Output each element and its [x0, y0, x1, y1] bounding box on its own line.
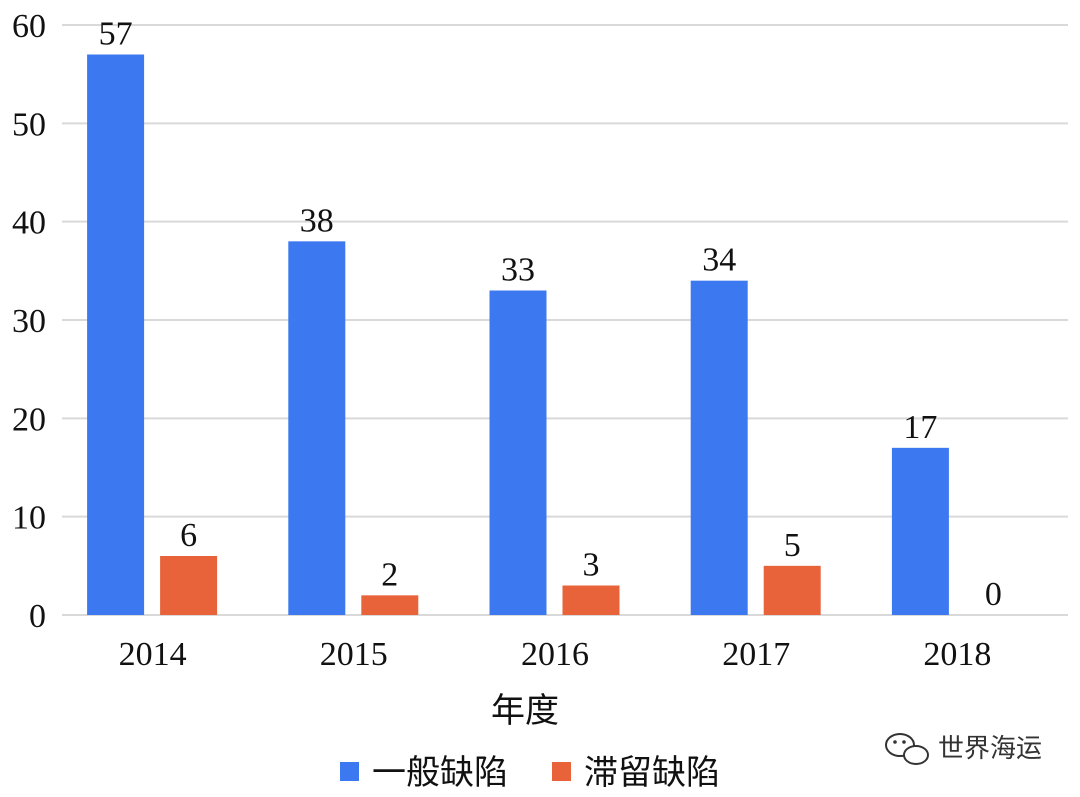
x-axis-ticks: 2014 2015 2016 2017 2018 — [119, 636, 992, 673]
legend-label: 一般缺陷 — [372, 753, 508, 793]
y-tick-label: 30 — [12, 303, 46, 340]
data-label: 34 — [702, 242, 736, 279]
bar-detention-2017 — [763, 565, 821, 615]
bar-general-2014 — [87, 54, 145, 615]
x-tick-label: 2014 — [119, 636, 187, 673]
data-label: 57 — [99, 16, 133, 53]
legend-label: 滞留缺陷 — [584, 753, 720, 793]
x-tick-label: 2017 — [722, 636, 790, 673]
bar-general-2016 — [489, 290, 547, 615]
x-axis-title: 年度 — [491, 691, 559, 731]
bar-general-2015 — [288, 241, 346, 616]
data-label: 6 — [180, 517, 197, 554]
legend-swatch — [340, 762, 359, 781]
watermark-left-text: 大数跨境 — [54, 765, 142, 790]
y-tick-label: 10 — [12, 500, 46, 537]
x-tick-label: 2018 — [923, 636, 991, 673]
y-tick-label: 50 — [12, 106, 46, 143]
gridlines — [62, 24, 1068, 616]
y-tick-label: 40 — [12, 205, 46, 242]
bar-detention-2015 — [361, 595, 419, 615]
x-tick-label: 2016 — [521, 636, 589, 673]
bar-general-2017 — [690, 280, 748, 615]
bars — [87, 54, 949, 616]
weibo-logo-icon — [6, 758, 50, 778]
y-axis-ticks: 0 10 20 30 40 50 60 — [12, 8, 46, 635]
y-tick-label: 60 — [12, 8, 46, 45]
watermark-right: 世界海运 — [885, 733, 1042, 765]
data-label: 2 — [381, 556, 398, 593]
y-tick-label: 20 — [12, 401, 46, 438]
y-tick-label: 0 — [29, 598, 46, 635]
watermark-right-text: 世界海运 — [938, 734, 1042, 764]
data-label: 33 — [501, 252, 535, 289]
data-label: 5 — [784, 527, 801, 564]
bar-detention-2016 — [562, 585, 620, 615]
data-label: 3 — [583, 547, 600, 584]
legend-swatch — [552, 762, 571, 781]
x-tick-label: 2015 — [320, 636, 388, 673]
data-label: 38 — [300, 202, 334, 239]
data-label: 17 — [903, 409, 937, 446]
wechat-logo-icon — [885, 733, 929, 765]
legend: 一般缺陷 滞留缺陷 — [340, 753, 720, 793]
bar-general-2018 — [891, 447, 949, 615]
data-label: 0 — [985, 576, 1002, 613]
bar-detention-2014 — [160, 556, 218, 615]
watermark-left: 大数跨境 — [6, 758, 142, 790]
